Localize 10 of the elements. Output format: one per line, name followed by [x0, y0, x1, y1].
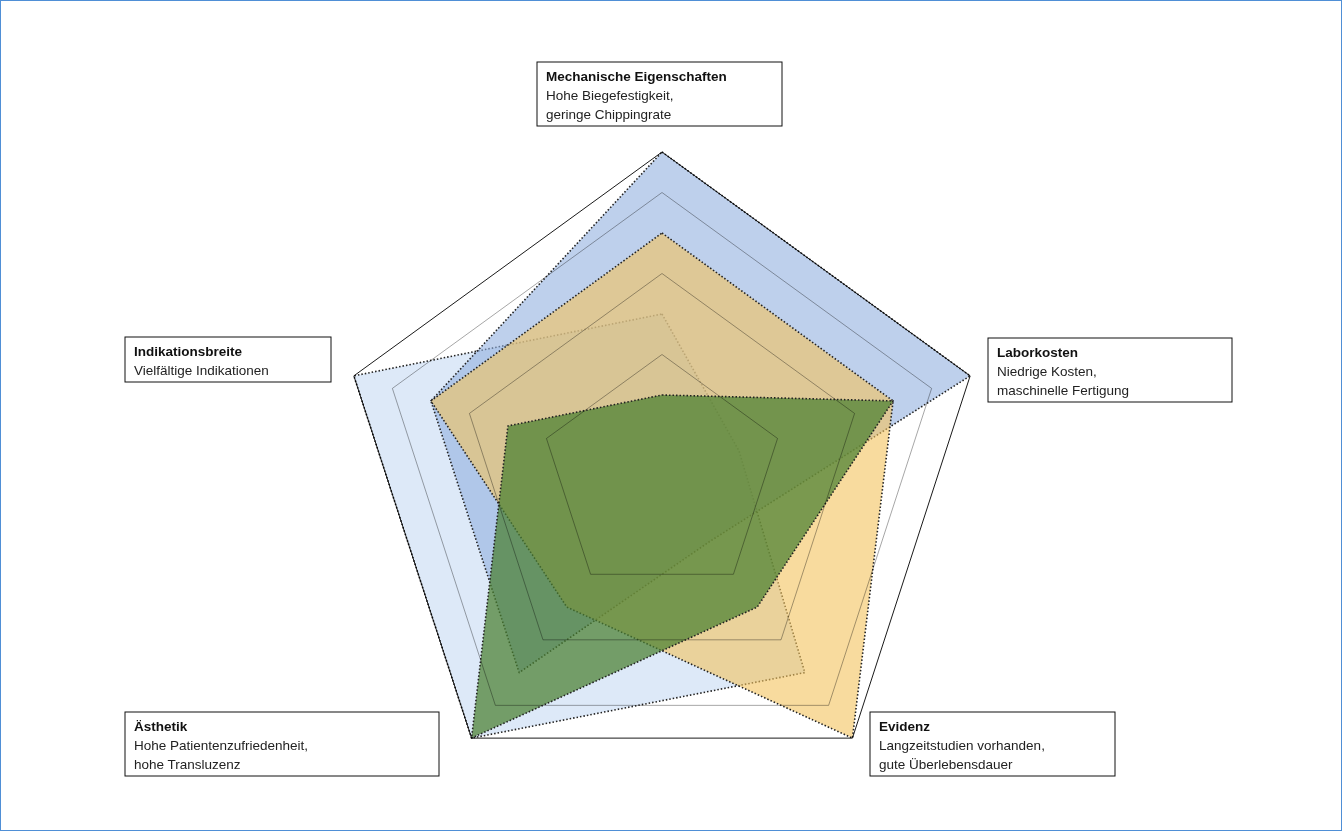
spoke-label: Indikationsbreite: [134, 344, 243, 359]
spoke-label: Evidenz: [879, 719, 931, 734]
spoke-label: Laborkosten: [997, 345, 1079, 360]
text: Vielfältige Indikationen: [134, 363, 269, 378]
text: Langzeitstudien vorhanden, gute Überlebensdauer: [879, 738, 1045, 772]
spoke-label: Mechanische Eigenschaften: [546, 69, 727, 84]
spoke-label: Ästhetik: [134, 719, 188, 734]
text: Hohe Biegefestigkeit, geringe Chippingrate: [546, 88, 674, 122]
text: Niedrige Kosten, maschinelle Fertigung: [997, 364, 1130, 398]
text: Hohe Patientenzufriedenheit, hohe Transluzenz: [134, 738, 309, 772]
